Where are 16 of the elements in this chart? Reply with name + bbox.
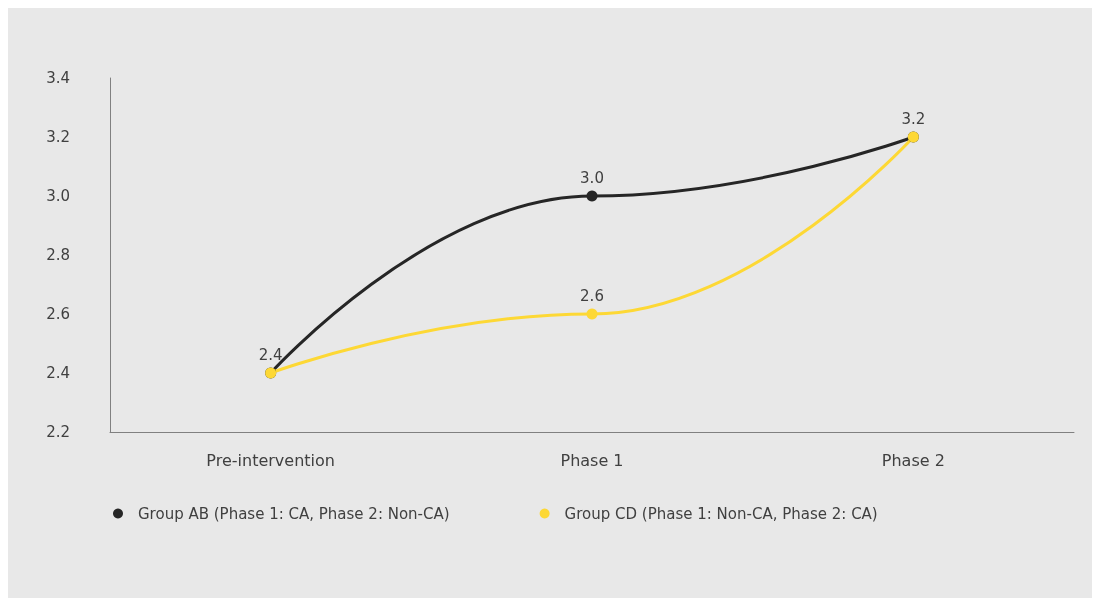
x-tick-label: Phase 2 [881, 450, 945, 470]
y-tick-label: 3.2 [46, 128, 70, 146]
data-label: 3.2 [901, 110, 926, 128]
x-tick-label: Phase 1 [560, 450, 624, 470]
data-label: 2.6 [580, 287, 604, 305]
data-label: 2.4 [258, 346, 283, 364]
data-label: 3.0 [580, 169, 604, 187]
y-tick-label: 3.4 [46, 69, 70, 87]
y-tick-label: 2.4 [46, 364, 70, 382]
legend-label: Group CD (Phase 1: Non-CA, Phase 2: CA) [564, 504, 878, 523]
legend-label: Group AB (Phase 1: CA, Phase 2: Non-CA) [138, 504, 450, 523]
y-tick-label: 3.0 [46, 187, 70, 205]
y-tick-label: 2.8 [46, 246, 70, 264]
y-tick-label: 2.6 [46, 305, 70, 323]
x-tick-label: Pre-intervention [206, 450, 335, 470]
y-tick-label: 2.2 [46, 423, 70, 441]
